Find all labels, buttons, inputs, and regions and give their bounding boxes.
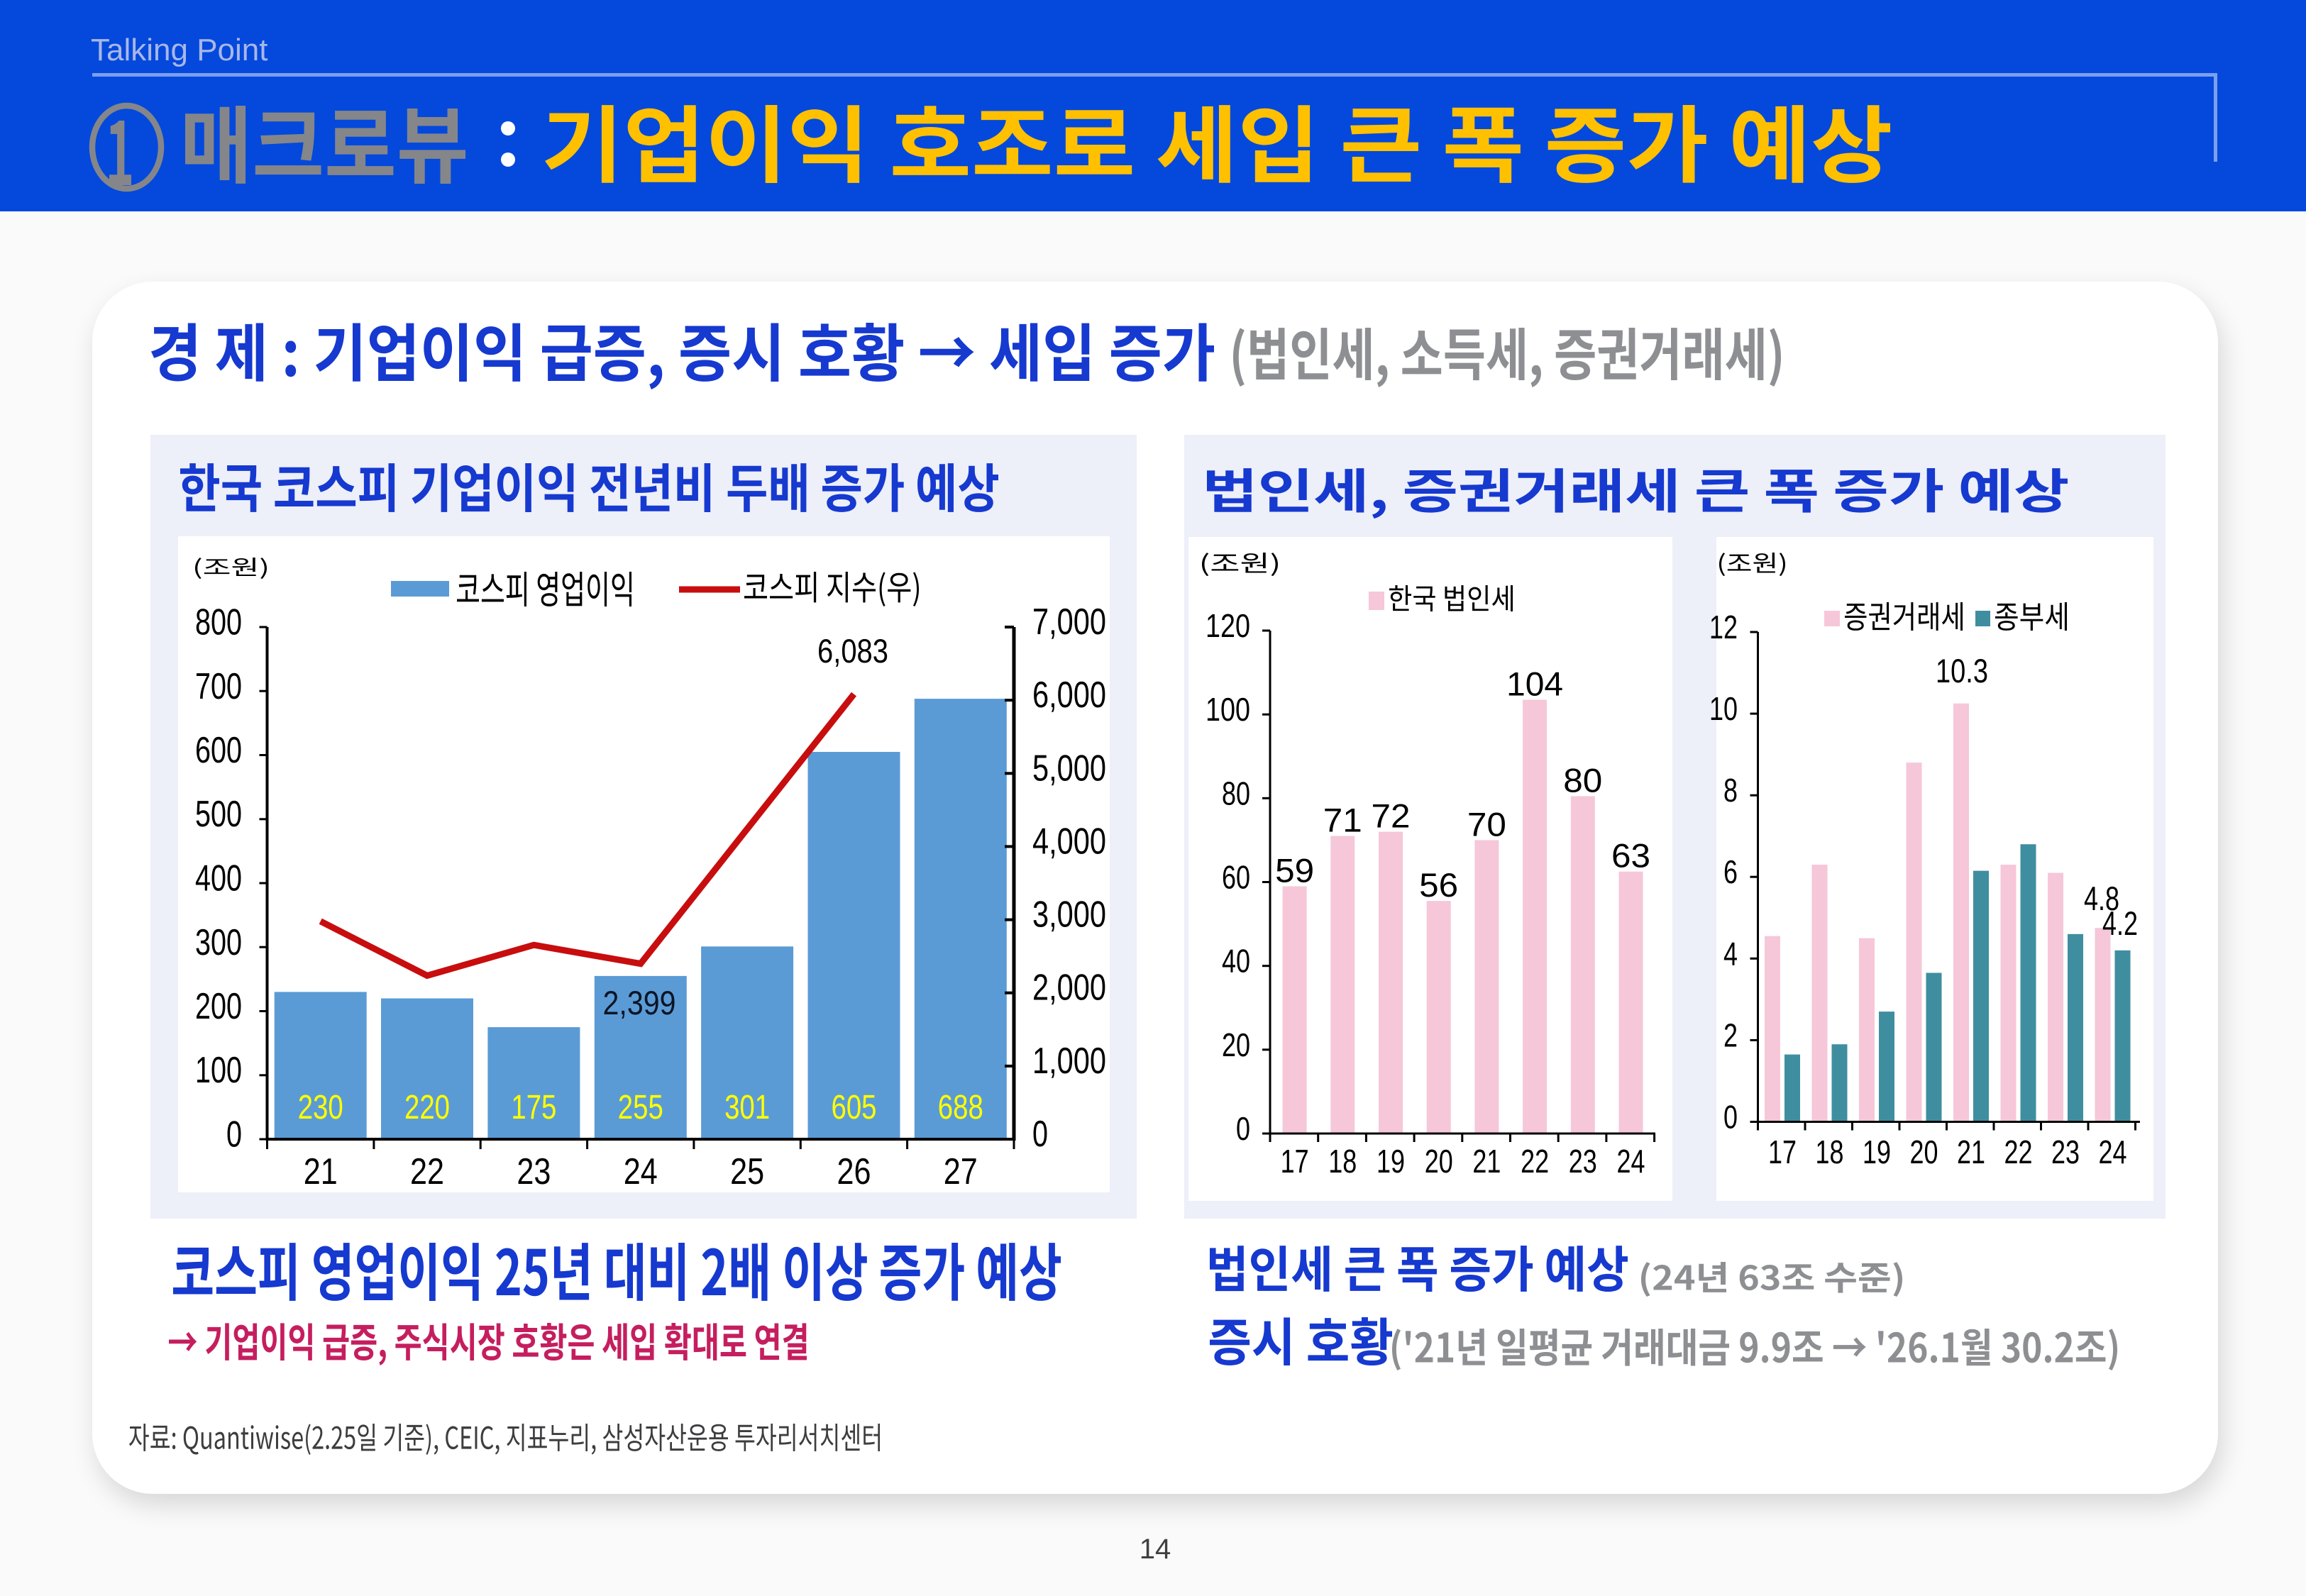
svg-text:400: 400: [195, 858, 242, 899]
svg-text:3,000: 3,000: [1032, 894, 1106, 936]
svg-text:20: 20: [1910, 1134, 1938, 1170]
svg-text:255: 255: [618, 1089, 663, 1126]
svg-text:23: 23: [1569, 1143, 1597, 1180]
svg-text:23: 23: [517, 1151, 551, 1192]
svg-text:700: 700: [195, 666, 242, 707]
svg-text:1,000: 1,000: [1032, 1041, 1106, 1082]
svg-text:23: 23: [2051, 1134, 2080, 1170]
svg-text:6,000: 6,000: [1032, 675, 1106, 716]
svg-text:300: 300: [195, 922, 242, 963]
svg-text:12: 12: [1709, 609, 1738, 645]
svg-text:230: 230: [298, 1089, 343, 1126]
svg-text:2,399: 2,399: [603, 984, 676, 1021]
svg-text:24: 24: [624, 1151, 658, 1192]
svg-text:2: 2: [1723, 1016, 1738, 1053]
svg-text:0: 0: [1032, 1114, 1048, 1155]
svg-text:175: 175: [511, 1089, 556, 1126]
svg-text:301: 301: [724, 1089, 770, 1126]
svg-text:20: 20: [1222, 1026, 1250, 1063]
svg-text:24: 24: [2099, 1134, 2127, 1170]
svg-text:4.2: 4.2: [2102, 904, 2138, 942]
svg-text:0: 0: [226, 1114, 242, 1156]
svg-text:22: 22: [2004, 1134, 2033, 1170]
svg-text:17: 17: [1768, 1134, 1797, 1170]
svg-text:80: 80: [1563, 761, 1602, 799]
svg-text:220: 220: [404, 1089, 450, 1126]
svg-text:24: 24: [1617, 1143, 1645, 1180]
svg-text:2,000: 2,000: [1032, 968, 1106, 1009]
svg-text:10.3: 10.3: [1936, 652, 1988, 689]
svg-text:19: 19: [1863, 1134, 1891, 1170]
svg-text:4,000: 4,000: [1032, 821, 1106, 862]
svg-text:26: 26: [837, 1151, 871, 1192]
svg-text:60: 60: [1222, 859, 1250, 896]
svg-text:6,083: 6,083: [817, 632, 888, 670]
svg-text:0: 0: [1236, 1110, 1250, 1147]
svg-text:100: 100: [195, 1050, 242, 1091]
svg-text:21: 21: [1957, 1134, 1985, 1170]
svg-text:21: 21: [1472, 1143, 1501, 1180]
svg-text:70: 70: [1467, 805, 1506, 843]
svg-text:600: 600: [195, 730, 242, 771]
svg-text:100: 100: [1206, 691, 1250, 728]
svg-text:120: 120: [1206, 607, 1250, 644]
svg-text:72: 72: [1372, 797, 1411, 835]
svg-text:7,000: 7,000: [1032, 602, 1106, 643]
svg-text:4: 4: [1723, 935, 1738, 972]
svg-text:605: 605: [832, 1089, 877, 1126]
svg-text:18: 18: [1816, 1134, 1844, 1170]
svg-text:27: 27: [944, 1151, 978, 1192]
svg-text:6: 6: [1723, 853, 1738, 890]
svg-text:800: 800: [195, 602, 242, 643]
svg-text:17: 17: [1281, 1143, 1309, 1180]
svg-text:688: 688: [938, 1089, 983, 1126]
svg-text:80: 80: [1222, 775, 1250, 811]
svg-text:104: 104: [1506, 665, 1563, 703]
svg-text:5,000: 5,000: [1032, 748, 1106, 789]
svg-text:0: 0: [1723, 1099, 1738, 1136]
svg-text:19: 19: [1377, 1143, 1405, 1180]
svg-text:25: 25: [730, 1151, 764, 1192]
svg-text:71: 71: [1323, 802, 1362, 839]
svg-text:10: 10: [1709, 690, 1738, 727]
svg-text:22: 22: [410, 1151, 444, 1192]
svg-text:200: 200: [195, 986, 242, 1027]
svg-text:8: 8: [1723, 772, 1738, 809]
svg-text:63: 63: [1611, 837, 1650, 875]
svg-text:22: 22: [1521, 1143, 1549, 1180]
svg-text:40: 40: [1222, 943, 1250, 980]
svg-text:59: 59: [1275, 851, 1314, 889]
svg-text:56: 56: [1419, 866, 1458, 904]
svg-text:500: 500: [195, 794, 242, 835]
svg-text:20: 20: [1425, 1143, 1453, 1180]
svg-text:4.8: 4.8: [2084, 880, 2119, 917]
svg-text:18: 18: [1328, 1143, 1357, 1180]
svg-text:21: 21: [304, 1151, 338, 1192]
